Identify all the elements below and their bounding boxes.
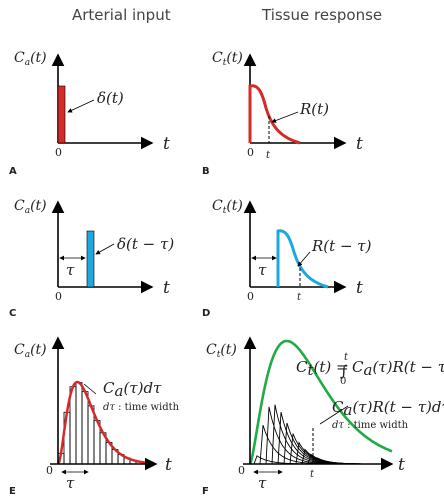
panel-c: Ca(t) τ δ(t − τ) 0 t C <box>9 198 174 319</box>
panel-c-pointer <box>95 243 115 255</box>
panel-e-ylabel: Ca(t) <box>14 342 47 360</box>
panel-e-note: dτ : time width <box>103 402 180 413</box>
panel-f-equation: Ct(t) = ∫ t 0 Ca(τ)R(t − τ)dτ <box>296 352 444 387</box>
panel-e-label: E <box>9 486 16 497</box>
panel-c-xlabel: t <box>163 278 170 298</box>
panel-a-delta-bar <box>57 85 66 144</box>
panel-e-bar-4 <box>81 391 89 465</box>
panel-e-bar-3 <box>75 382 83 465</box>
panel-f-total-response-curve <box>248 339 393 465</box>
panel-b-annotation: R(t) <box>299 100 329 118</box>
panel-b-tick: t <box>266 150 271 161</box>
panel-c-label: C <box>9 308 16 319</box>
panel-c-ylabel: Ca(t) <box>14 198 47 216</box>
panel-f-int-upper: t <box>344 352 349 363</box>
panel-c-annotation: δ(t − τ) <box>117 235 174 253</box>
panel-e-xlabel: t <box>165 455 172 475</box>
panel-b-response-curve <box>248 84 301 145</box>
panel-f-pointer <box>319 405 349 425</box>
panel-b-xlabel: t <box>356 134 363 154</box>
panel-f-label: F <box>202 486 209 497</box>
panel-f: Ct(t) τ Ct(t) = ∫ t 0 Ca(τ)R(t − τ)dτ Ca… <box>202 336 444 497</box>
panel-d-ylabel: Ct(t) <box>212 198 243 216</box>
panel-f-integral-sign: ∫ <box>340 362 348 380</box>
panel-f-ylabel: Ct(t) <box>206 342 237 360</box>
svg-text:Ct(t) =: Ct(t) = <box>296 358 349 379</box>
panel-c-shifted-delta-bar <box>86 230 95 288</box>
panel-e-tau: τ <box>66 474 75 492</box>
panel-b-pointer <box>271 111 299 123</box>
panel-f-tau: τ <box>258 474 267 492</box>
panel-c-origin: 0 <box>55 290 62 303</box>
panel-e-annotation: Ca(τ)dτ <box>103 379 162 400</box>
panel-a: Ca(t) δ(t) 0 t A <box>9 50 170 177</box>
panel-a-origin: 0 <box>55 146 62 159</box>
panel-a-annotation: δ(t) <box>97 89 124 107</box>
panel-a-pointer <box>67 99 95 113</box>
panel-e-bar-5 <box>87 405 95 465</box>
panel-d-pointer <box>297 251 311 267</box>
panel-d-tau: τ <box>258 261 267 279</box>
panel-d-annotation: R(t − τ) <box>311 237 372 255</box>
header-tissue-response: Tissue response <box>261 6 382 24</box>
panel-d-tick: t <box>297 292 302 303</box>
panel-e-bar-2 <box>69 386 77 465</box>
panel-e-pointer <box>83 383 97 395</box>
panel-f-note: dτ : time width <box>332 420 409 431</box>
panel-b-origin: 0 <box>247 146 254 159</box>
panel-f-int-lower: 0 <box>340 376 346 387</box>
panel-d-response-curve <box>276 229 329 289</box>
panel-d-label: D <box>202 308 210 319</box>
panel-a-xlabel: t <box>163 134 170 154</box>
panel-d: Ct(t) τ R(t − τ) 0 t t D <box>202 198 372 319</box>
panel-b-ylabel: Ct(t) <box>212 50 243 68</box>
svg-text:Ca(τ)R(t − τ)dτ: Ca(τ)R(t − τ)dτ <box>352 358 444 379</box>
panel-a-label: A <box>9 166 17 177</box>
panel-c-tau: τ <box>66 261 75 279</box>
panel-f-annotation: Ca(τ)R(t − τ)dτ <box>332 398 444 419</box>
header-arterial-input: Arterial input <box>72 6 171 24</box>
panel-e-origin: 0 <box>46 464 53 477</box>
panel-e-input-curve <box>56 380 146 465</box>
panel-f-origin: 0 <box>238 464 245 477</box>
panel-f-xlabel: t <box>398 455 405 475</box>
panel-d-xlabel: t <box>356 278 363 298</box>
panel-b-label: B <box>202 166 210 177</box>
panel-a-ylabel: Ca(t) <box>14 50 47 68</box>
panel-b: Ct(t) R(t) 0 t t B <box>202 50 363 177</box>
panel-d-origin: 0 <box>247 290 254 303</box>
panel-f-tick: t <box>310 469 315 480</box>
panel-e: Ca(t) τ Ca(τ)dτ dτ : time width 0 t E <box>9 336 180 497</box>
